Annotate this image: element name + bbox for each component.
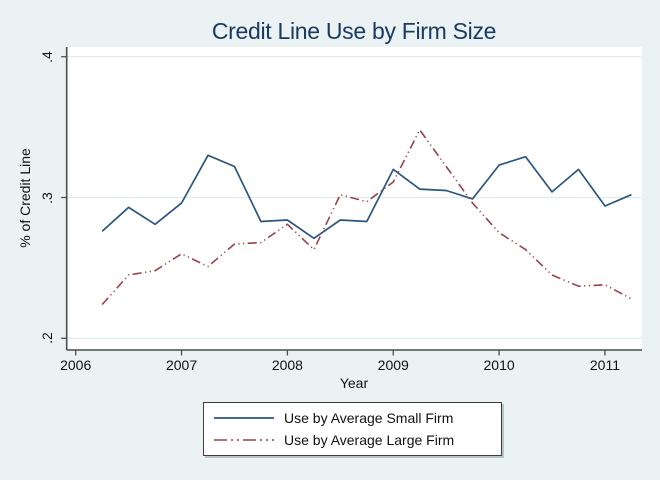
gridlines-layer — [66, 56, 642, 339]
small-firm-series-line — [101, 154, 632, 240]
x-tick-label: 2008 — [271, 357, 303, 373]
tickmarks-layer — [61, 56, 606, 356]
legend: Use by Average Small Firm Use by Average… — [203, 402, 502, 456]
legend-label: Use by Average Small Firm — [284, 410, 454, 426]
chart-title: Credit Line Use by Firm Size — [211, 18, 497, 44]
legend-entry-large-firm: Use by Average Large Firm — [213, 432, 501, 449]
y-axis-title: % of Credit Line — [17, 148, 33, 248]
x-tick-label: 2010 — [483, 357, 515, 373]
small-firm-line-sample — [214, 417, 274, 419]
x-tick-label: 2006 — [60, 357, 92, 373]
large-firm-line-sample — [214, 439, 274, 441]
x-tick-label: 2009 — [377, 357, 409, 373]
y-tick-label: .3 — [39, 191, 55, 204]
x-axis-title: Year — [339, 375, 369, 391]
legend-label: Use by Average Large Firm — [284, 432, 455, 448]
x-tick-label: 2007 — [165, 357, 198, 373]
x-tick-label: 2011 — [589, 357, 620, 373]
y-tick-label: .2 — [39, 332, 55, 345]
legend-entry-small-firm: Use by Average Small Firm — [213, 410, 501, 427]
y-tick-label: .4 — [39, 50, 55, 63]
